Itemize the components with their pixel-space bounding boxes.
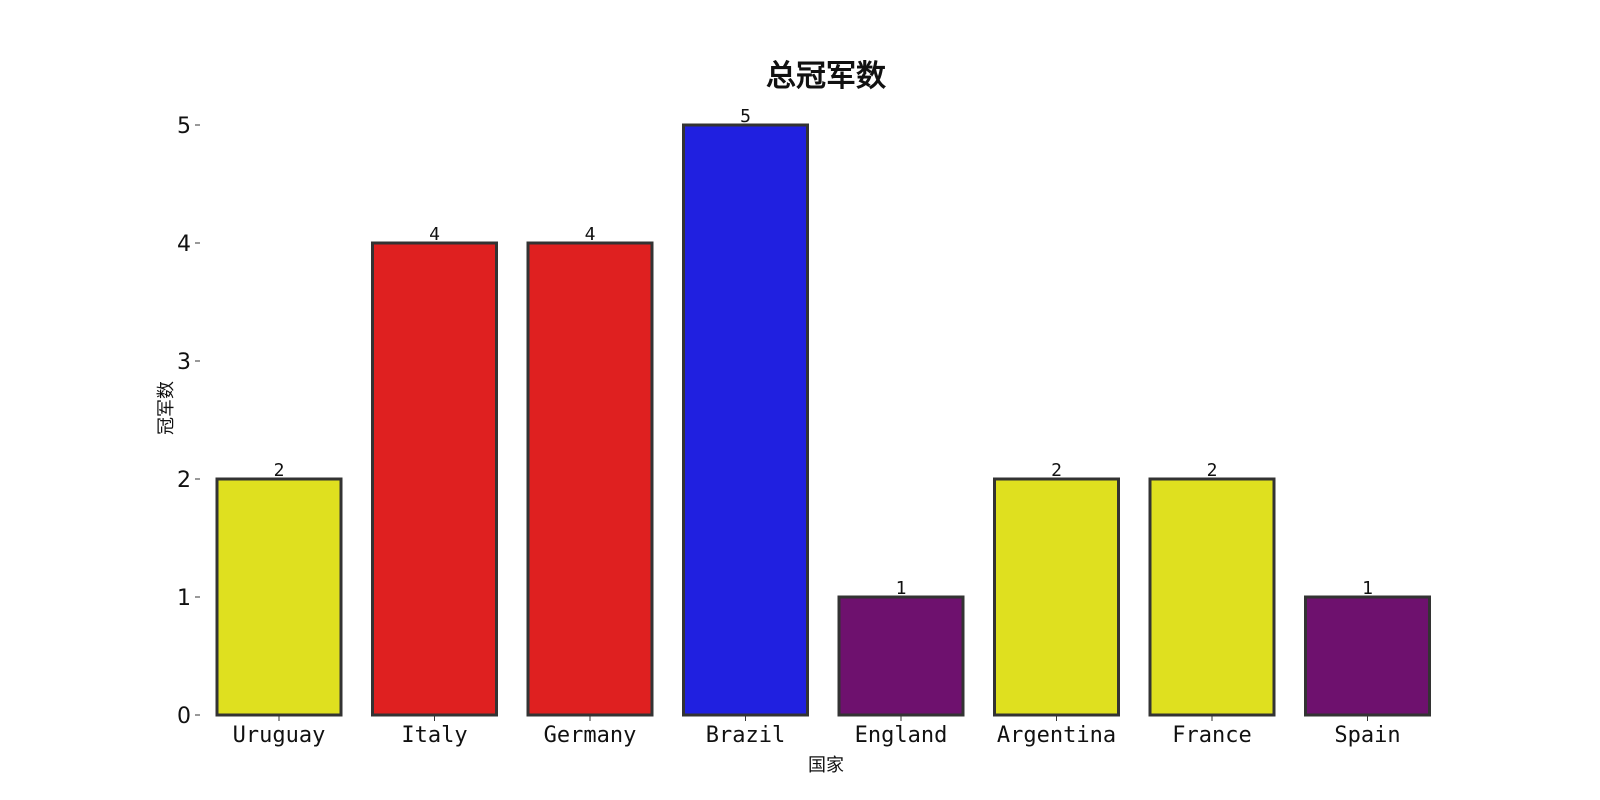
bar-england	[837, 595, 965, 717]
bar-spain	[1304, 595, 1431, 717]
x-axis-label: 国家	[808, 755, 844, 776]
y-tick-label: 1	[177, 586, 191, 611]
data-label: 4	[429, 224, 440, 245]
x-tick-label: England	[855, 723, 948, 748]
x-tick-label: Brazil	[706, 723, 785, 748]
x-tick-label: Argentina	[997, 723, 1116, 748]
chart-title: 总冠军数	[766, 59, 887, 94]
y-axis: 0 1 2 3 4 5	[177, 114, 200, 729]
data-label: 2	[1207, 460, 1218, 481]
bar-italy	[371, 241, 498, 717]
x-tick-label: France	[1172, 723, 1251, 748]
data-label: 1	[896, 578, 907, 599]
x-tick-label: Spain	[1334, 723, 1400, 748]
data-label: 1	[1362, 578, 1373, 599]
x-tick-label: Germany	[544, 723, 637, 748]
bar-france	[1148, 477, 1276, 717]
y-tick-label: 5	[177, 114, 191, 139]
y-axis-label: 冠军数	[156, 381, 177, 435]
data-label: 2	[1051, 460, 1062, 481]
y-tick-label: 0	[177, 704, 191, 729]
y-tick-label: 4	[177, 232, 191, 257]
bars-group	[215, 123, 1431, 717]
data-label: 4	[585, 224, 596, 245]
y-tick-label: 3	[177, 350, 191, 375]
bar-argentina	[993, 477, 1120, 717]
data-label: 2	[274, 460, 285, 481]
bar-brazil	[682, 123, 809, 717]
y-tick-label: 2	[177, 468, 191, 493]
data-labels-group: 2 4 4 5 1 2 2 1	[274, 106, 1373, 599]
x-tick-label: Italy	[401, 723, 467, 748]
bar-uruguay	[215, 477, 343, 717]
x-tick-label: Uruguay	[233, 723, 326, 748]
x-axis: Uruguay Italy Germany Brazil England Argentin…	[233, 716, 1401, 748]
data-label: 5	[740, 106, 751, 127]
bar-germany	[526, 241, 654, 717]
